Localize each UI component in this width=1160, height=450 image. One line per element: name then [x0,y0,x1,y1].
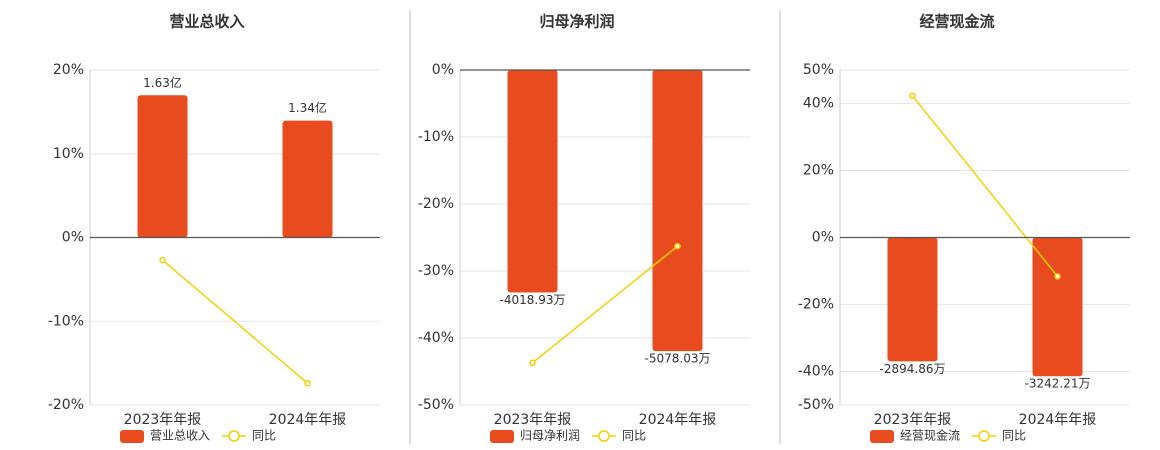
y-tick-label: 20% [53,62,84,78]
bar [652,70,703,352]
line [532,245,678,364]
point [909,92,916,100]
legend-label: 同比 [252,429,276,443]
bar [507,70,558,293]
legend-swatch [870,430,894,443]
value-label: -4018.93万 [500,293,566,307]
legend-label: 同比 [1002,429,1026,443]
y-tick-label: -20% [48,397,84,413]
y-tick-label: 0% [62,230,84,246]
y-tick-label: -20% [798,297,834,313]
legend-label: 同比 [622,429,646,443]
y-tick-label: -50% [418,397,454,413]
legend-swatch [490,430,514,443]
legend-swatch [120,430,144,443]
y-tick-label: 0% [432,62,454,78]
point [304,379,311,387]
x-tick-label: 2024年年报 [1019,412,1097,428]
legend-label: 营业总收入 [150,429,210,443]
chart-title: 营业总收入 [169,13,244,31]
y-tick-label: -40% [418,330,454,346]
point [674,242,681,250]
x-tick-label: 2024年年报 [639,412,717,428]
value-label: -5078.03万 [645,352,711,366]
y-tick-label: -10% [418,129,454,145]
x-tick-label: 2023年年报 [124,412,202,428]
value-label: 1.63亿 [143,75,182,90]
value-label: -3242.21万 [1025,377,1091,391]
line [911,95,1059,277]
y-tick-label: -50% [798,397,834,413]
bar [1032,237,1083,377]
value-label: 1.34亿 [288,100,327,115]
y-tick-label: -30% [418,263,454,279]
y-tick-label: -20% [418,196,454,212]
x-tick-label: 2023年年报 [494,412,572,428]
point [529,359,536,367]
bar [282,120,333,238]
y-tick-label: -40% [798,364,834,380]
legend-label: 经营现金流 [900,428,960,443]
y-tick-label: 0% [812,230,834,246]
point [1054,273,1061,280]
y-tick-label: 10% [53,146,84,162]
bar [887,237,938,362]
legend-label: 归母净利润 [520,429,580,443]
value-label: -2894.86万 [880,362,946,376]
legend-swatch [228,430,240,442]
legend-swatch [978,430,990,442]
chart-title: 经营现金流 [919,13,994,31]
legend-swatch [598,430,610,442]
y-tick-label: 20% [803,163,834,179]
bar [137,95,188,238]
chart-title: 归母净利润 [539,13,614,31]
point [159,256,166,264]
x-tick-label: 2023年年报 [874,412,952,428]
y-tick-label: 50% [803,62,834,78]
y-tick-label: -10% [48,313,84,329]
x-tick-label: 2024年年报 [269,412,347,428]
line [162,259,308,384]
y-tick-label: 40% [803,96,834,112]
